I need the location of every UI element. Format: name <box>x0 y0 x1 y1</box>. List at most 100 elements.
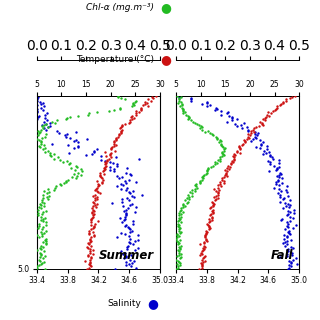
Point <box>202 244 207 249</box>
Point <box>194 184 199 189</box>
Point <box>237 143 242 148</box>
Point <box>34 98 39 103</box>
Point <box>204 104 210 109</box>
Point <box>215 106 220 111</box>
Point <box>186 197 191 202</box>
Point <box>113 142 118 147</box>
Point <box>102 162 108 167</box>
Point <box>98 157 103 162</box>
Point <box>291 207 296 212</box>
Point <box>119 175 124 180</box>
Point <box>177 211 182 216</box>
Point <box>258 141 263 146</box>
Point <box>205 222 211 227</box>
Point <box>294 256 299 261</box>
Point <box>118 106 123 111</box>
Point <box>283 227 288 232</box>
Point <box>177 216 182 221</box>
Point <box>239 126 244 131</box>
Point <box>268 153 273 158</box>
Point <box>38 127 43 132</box>
Point <box>194 121 199 126</box>
Point <box>64 178 69 183</box>
Point <box>209 132 214 137</box>
Point <box>129 116 134 122</box>
Point <box>62 133 68 138</box>
Point <box>219 184 224 189</box>
Point <box>289 252 294 258</box>
Point <box>91 233 96 238</box>
Point <box>215 190 220 195</box>
Point <box>285 221 291 226</box>
Point <box>207 226 212 231</box>
Point <box>73 163 78 168</box>
Point <box>65 142 70 147</box>
Point <box>89 151 94 156</box>
Point <box>245 125 250 130</box>
Point <box>41 119 46 124</box>
Point <box>262 148 267 153</box>
Point <box>277 192 282 197</box>
Point <box>85 252 90 258</box>
Point <box>111 140 116 145</box>
Point <box>176 252 181 258</box>
Point <box>177 97 182 102</box>
Point <box>71 146 76 151</box>
Point <box>123 231 128 236</box>
Point <box>270 156 275 161</box>
Point <box>224 111 229 116</box>
Point <box>91 251 96 256</box>
Point <box>101 165 106 171</box>
Point <box>259 121 264 126</box>
Point <box>135 245 140 251</box>
Point <box>260 140 266 145</box>
Point <box>88 243 93 248</box>
Point <box>153 93 158 99</box>
Point <box>285 190 290 195</box>
Point <box>198 124 204 129</box>
Point <box>284 248 289 253</box>
Point <box>213 197 218 202</box>
Point <box>104 163 109 168</box>
Point <box>126 234 131 239</box>
Point <box>223 171 228 176</box>
Point <box>110 200 115 205</box>
Point <box>253 125 258 130</box>
Point <box>278 101 283 107</box>
Point <box>175 219 180 224</box>
Point <box>43 238 48 244</box>
Point <box>86 253 91 259</box>
Point <box>177 218 182 223</box>
Point <box>96 183 101 188</box>
Point <box>37 205 42 210</box>
Text: ●: ● <box>147 298 158 310</box>
Point <box>274 173 279 179</box>
Point <box>279 176 284 181</box>
Point <box>39 203 44 208</box>
Point <box>115 173 120 179</box>
Point <box>89 218 94 223</box>
Point <box>89 211 94 216</box>
Point <box>211 133 216 138</box>
Point <box>58 181 63 187</box>
Point <box>35 207 40 212</box>
Point <box>101 168 107 173</box>
Point <box>128 172 133 177</box>
Point <box>276 164 281 169</box>
Point <box>122 214 127 219</box>
Point <box>219 108 224 114</box>
Point <box>209 215 214 220</box>
Point <box>215 196 220 201</box>
Point <box>233 121 238 126</box>
Point <box>126 243 131 248</box>
Point <box>114 235 119 240</box>
Point <box>128 114 133 119</box>
Point <box>97 172 102 177</box>
Point <box>262 116 268 121</box>
Point <box>94 201 99 206</box>
Point <box>34 103 39 108</box>
Point <box>52 156 57 161</box>
Point <box>180 101 185 107</box>
Point <box>258 119 263 124</box>
Point <box>92 200 97 205</box>
